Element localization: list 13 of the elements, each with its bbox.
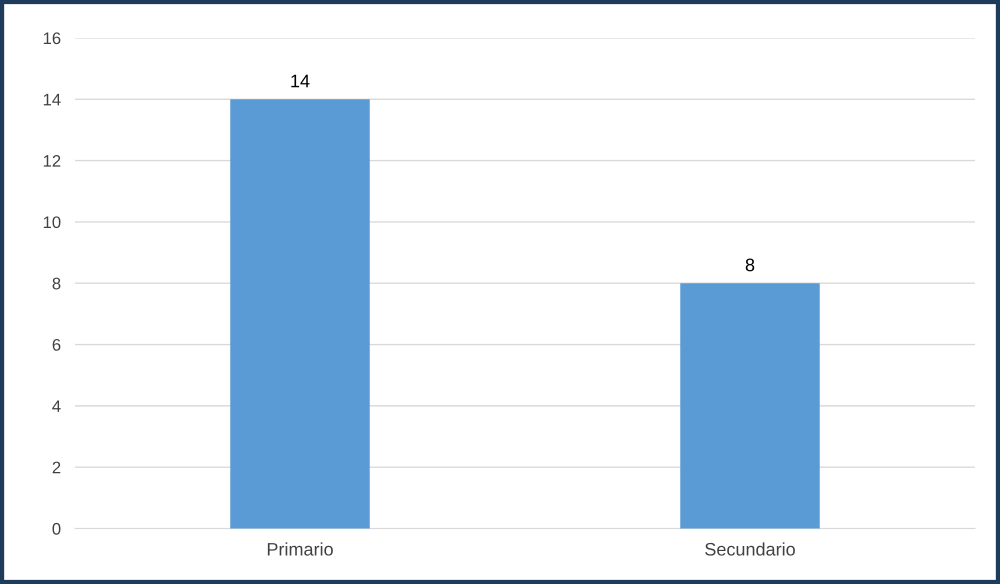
y-tick-label: 4 xyxy=(52,400,61,412)
y-tick-label: 12 xyxy=(44,155,60,167)
y-tick-label: 6 xyxy=(52,338,60,351)
y-tick-label: 0 xyxy=(52,522,60,535)
x-tick-label: Primario xyxy=(268,542,333,556)
data-label: 14 xyxy=(291,74,310,88)
y-tick-label: 8 xyxy=(52,278,60,290)
x-tick-label: Secundario xyxy=(705,542,795,556)
y-tick-label: 2 xyxy=(52,462,60,474)
data-label: 8 xyxy=(746,258,754,272)
y-tick-label: 14 xyxy=(44,94,61,106)
y-tick-label: 10 xyxy=(44,216,60,228)
y-tick-label: 16 xyxy=(44,32,60,44)
